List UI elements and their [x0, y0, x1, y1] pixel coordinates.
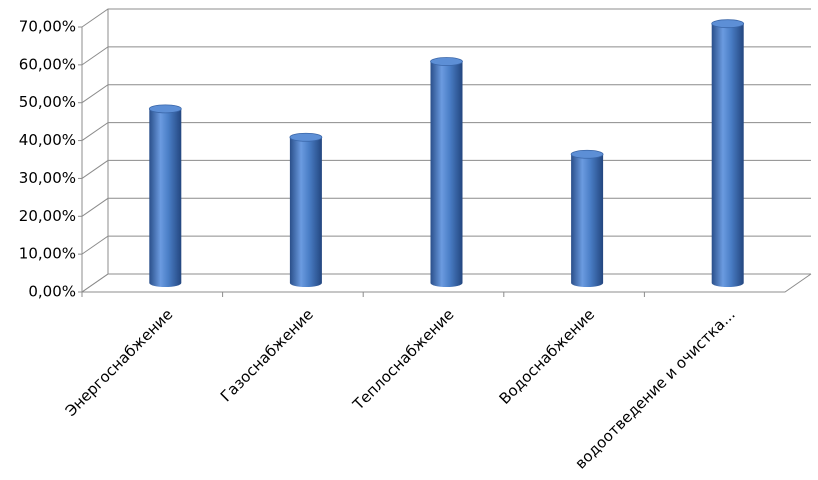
bar-top	[289, 132, 323, 142]
x-tick-label: Энергоснабжение	[62, 305, 177, 420]
y-tick-label: 10,00%	[19, 245, 76, 263]
y-tick-label: 0,00%	[28, 283, 76, 301]
grid-line	[81, 8, 811, 28]
y-tick-label: 70,00%	[19, 18, 76, 36]
x-tick-label: Теплоснабжение	[349, 305, 458, 414]
bar	[571, 154, 604, 287]
bar-top	[148, 104, 182, 114]
bar	[289, 137, 322, 287]
bar	[711, 23, 744, 288]
y-tick-label: 30,00%	[19, 169, 76, 187]
bar-top	[570, 149, 604, 159]
y-tick-label: 40,00%	[19, 131, 76, 149]
y-tick-label: 60,00%	[19, 55, 76, 73]
y-tick-label: 50,00%	[19, 93, 76, 111]
bar	[149, 108, 182, 287]
y-tick-label: 20,00%	[19, 207, 76, 225]
x-tick-label: Газоснабжение	[217, 305, 317, 405]
bar	[430, 61, 463, 288]
x-tick-label: Водоснабжение	[496, 305, 599, 408]
bar-top	[711, 19, 745, 29]
x-tick-label: водоотведение и очистка...	[571, 305, 738, 472]
bar-top	[430, 57, 463, 66]
